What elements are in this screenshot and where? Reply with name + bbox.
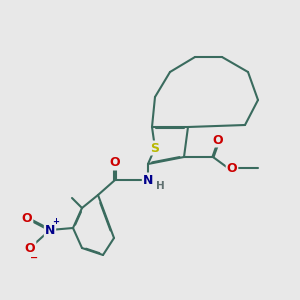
Text: N: N [45, 224, 55, 236]
Text: O: O [110, 157, 120, 169]
Text: H: H [156, 181, 164, 191]
Text: O: O [22, 212, 32, 224]
Text: S: S [151, 142, 160, 154]
Text: +: + [52, 217, 59, 226]
Text: O: O [227, 161, 237, 175]
Text: −: − [30, 253, 38, 263]
Text: O: O [213, 134, 223, 146]
Text: O: O [25, 242, 35, 254]
Text: N: N [143, 173, 153, 187]
